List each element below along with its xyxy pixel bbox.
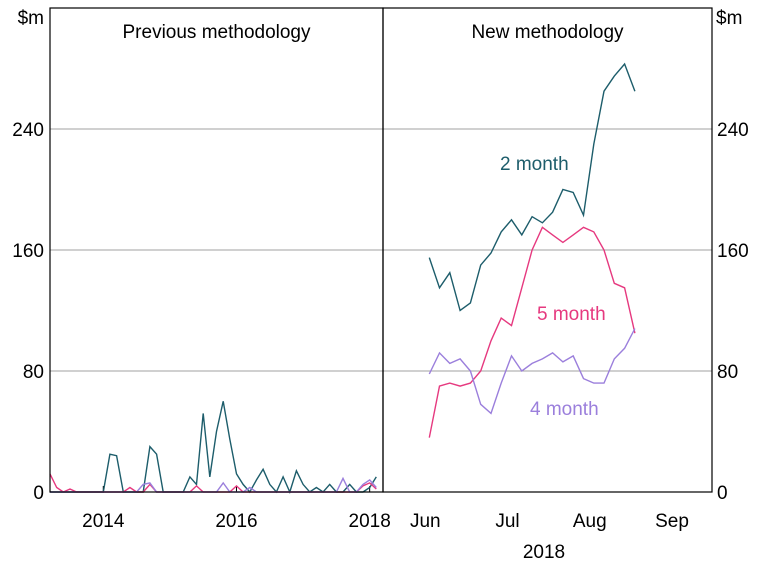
x-tick-label: 2018 (349, 511, 391, 532)
y-tick-label: 160 (12, 241, 44, 262)
x-tick-label: Jun (410, 511, 441, 532)
y-tick-label: 240 (12, 120, 44, 141)
panel-title: Previous methodology (123, 22, 311, 43)
line-series (428, 226, 636, 438)
y-unit: $m (18, 8, 44, 29)
series-label: 4 month (530, 399, 599, 420)
series-label: 5 month (537, 304, 606, 325)
x-tick-label: Sep (655, 511, 689, 532)
series-label: 2 month (500, 154, 569, 175)
y-tick-label: 80 (717, 362, 738, 383)
line-series (428, 328, 636, 415)
y-tick-label: 240 (717, 120, 749, 141)
line-series (50, 401, 377, 494)
x-tick-label: Aug (573, 511, 607, 532)
line-series (428, 62, 636, 312)
x-tick-label: 2016 (215, 511, 257, 532)
panel-title: New methodology (471, 22, 624, 43)
line-series (50, 476, 377, 493)
y-unit: $m (716, 8, 742, 29)
panel-frame (382, 7, 713, 493)
y-tick-label: 0 (33, 483, 44, 504)
y-tick-label: 0 (717, 483, 728, 504)
line-series (49, 473, 377, 493)
y-tick-label: 80 (23, 362, 44, 383)
x-tick-label: 2014 (82, 511, 125, 532)
x-tick-label: Jul (495, 511, 519, 532)
x-axis-label: 2018 (523, 542, 565, 563)
y-tick-label: 160 (717, 241, 749, 262)
